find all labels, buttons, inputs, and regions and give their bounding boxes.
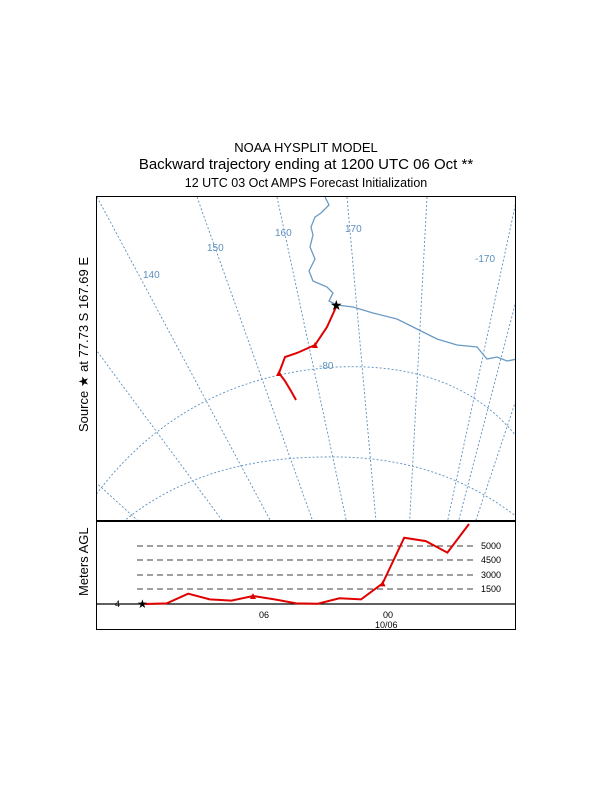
meridian-line	[447, 204, 515, 520]
chart-title-trajectory: Backward trajectory ending at 1200 UTC 0…	[138, 156, 474, 173]
height-profile-canvas: 5000 4500 3000 1500 4 06 00 10/06 ★	[97, 523, 515, 630]
lon-label-150: 150	[207, 243, 224, 254]
lon-label-170: 170	[345, 224, 362, 235]
start-height-label: 4	[115, 599, 120, 609]
height-profile-panel: 5000 4500 3000 1500 4 06 00 10/06 ★	[96, 521, 516, 630]
lon-label-160: 160	[275, 228, 292, 239]
source-star-icon: ★	[330, 298, 343, 314]
lat-label-80: -80	[319, 361, 334, 372]
parallel-80-line	[97, 366, 515, 494]
trajectory-marker-6h	[312, 342, 318, 348]
trajectory-path	[277, 304, 338, 401]
reference-line-label: 1500	[481, 584, 501, 594]
chart-subtitle-initialization: 12 UTC 03 Oct AMPS Forecast Initializati…	[184, 176, 428, 190]
x-tick-label-06: 06	[259, 610, 269, 620]
map-canvas: 140 150 160 170 -170 -80 ★	[97, 197, 515, 520]
meridian-line	[97, 482, 138, 520]
meridian-line	[97, 197, 271, 520]
trajectory-map: 140 150 160 170 -170 -80 ★	[96, 196, 516, 521]
x-tick-label-00: 00	[383, 610, 393, 620]
map-meridians	[97, 197, 515, 520]
coastline-path	[308, 197, 515, 362]
meridian-line	[196, 197, 313, 520]
y-axis-label: Meters AGL	[76, 527, 91, 596]
reference-line-label: 3000	[481, 570, 501, 580]
trajectory-marker-12h	[276, 370, 282, 376]
reference-line-label: 5000	[481, 541, 501, 551]
source-location-label: Source ★ at 77.73 S 167.69 E	[76, 257, 91, 432]
height-start-star-icon: ★	[137, 597, 148, 611]
chart-title-model: NOAA HYSPLIT MODEL	[234, 140, 378, 155]
meridian-line	[475, 401, 515, 520]
meridian-line	[97, 350, 223, 520]
height-series	[144, 523, 470, 605]
x-date-label: 10/06	[375, 620, 398, 630]
coastline	[308, 197, 515, 362]
height-marker	[379, 580, 386, 587]
reference-lines: 5000 4500 3000 1500	[137, 541, 501, 594]
parallel-line	[124, 456, 515, 520]
reference-line-label: 4500	[481, 555, 501, 565]
meridian-line	[409, 197, 428, 520]
map-parallels	[97, 366, 515, 520]
meridian-line	[458, 302, 515, 520]
height-series-line	[144, 523, 470, 605]
meridian-line	[346, 197, 377, 520]
lon-label-140: 140	[143, 270, 160, 281]
lon-label-minus170: -170	[475, 254, 495, 265]
height-marker	[250, 593, 256, 599]
